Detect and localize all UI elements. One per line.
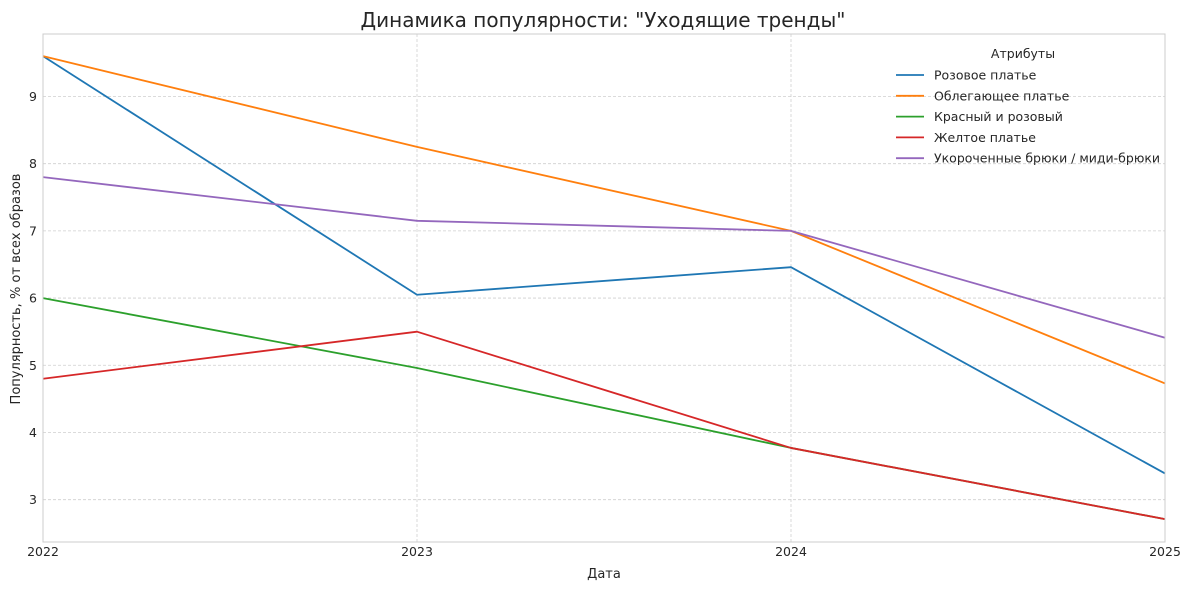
series-lines	[42, 55, 1166, 521]
y-tick-labels: 3 4 5 6 7 8 9	[29, 89, 37, 507]
y-axis-label: Популярность, % от всех образов	[9, 174, 24, 405]
x-tick-label: 2023	[401, 544, 433, 559]
y-tick-label: 3	[29, 492, 37, 507]
series-line	[42, 330, 1166, 521]
legend-entry: Желтое платье	[934, 130, 1036, 145]
y-tick-label: 9	[29, 89, 37, 104]
y-tick-label: 6	[29, 291, 37, 306]
series-line	[42, 176, 1166, 339]
x-tick-label: 2025	[1149, 544, 1181, 559]
grid	[42, 34, 1166, 542]
legend-entry: Укороченные брюки / миди-брюки	[934, 151, 1160, 166]
x-axis-label: Дата	[587, 567, 621, 582]
chart-title: Динамика популярности: "Уходящие тренды"	[361, 8, 846, 32]
y-tick-label: 4	[29, 425, 37, 440]
series-line	[42, 297, 1166, 521]
y-tick-label: 8	[29, 156, 37, 171]
legend-entry: Облегающее платье	[934, 88, 1070, 103]
x-tick-label: 2022	[27, 544, 59, 559]
y-tick-label: 5	[29, 358, 37, 373]
plot-frame	[42, 33, 1166, 543]
legend-title: Атрибуты	[991, 46, 1055, 61]
x-tick-label: 2024	[775, 544, 807, 559]
y-tick-label: 7	[29, 223, 37, 238]
series-line	[42, 55, 1166, 385]
legend: Атрибуты Розовое платье Облегающее платье…	[896, 46, 1160, 166]
legend-entry: Красный и розовый	[934, 109, 1063, 124]
legend-entry: Розовое платье	[934, 68, 1037, 83]
series-line	[42, 55, 1166, 475]
x-tick-labels: 2022 2023 2024 2025	[27, 544, 1181, 559]
